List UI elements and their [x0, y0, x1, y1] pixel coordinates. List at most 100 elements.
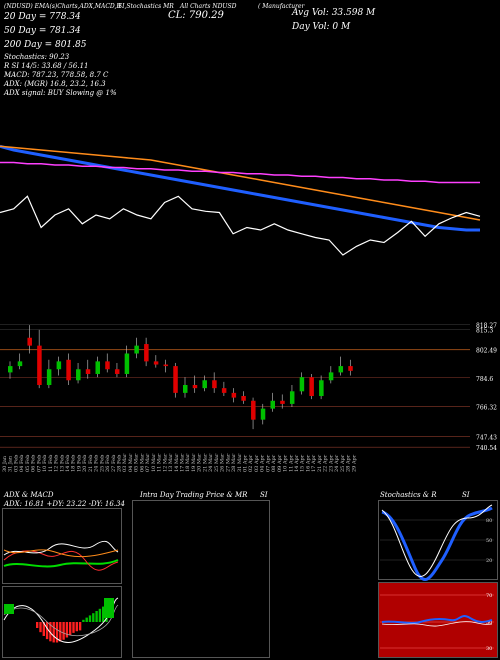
xtick-label: 04 Feb — [19, 455, 25, 472]
ema-chart — [0, 144, 481, 256]
xtick-label: 07 Mar — [145, 453, 151, 472]
xtick-label: 06 Feb — [31, 455, 37, 472]
xtick-label: 08 Apr — [271, 454, 277, 472]
day-volume: Day Vol: 0 M — [292, 22, 351, 32]
ytick-label: 802.49 — [476, 348, 497, 355]
xtick-label: 03 Apr — [254, 454, 260, 472]
xtick-label: 13 Mar — [168, 453, 174, 472]
ytick-label: 784.6 — [476, 376, 493, 383]
xtick-label: 18 Mar — [185, 453, 191, 472]
xtick-label: 24 Feb — [94, 455, 100, 472]
stochastics-value: Stochastics: 90.23 — [4, 53, 70, 61]
candle-body — [280, 400, 285, 404]
xtick-label: 25 Feb — [99, 455, 105, 472]
xtick-label: 12 Feb — [54, 455, 60, 472]
close-price: CL: 790.29 — [168, 10, 224, 21]
xtick-label: 09 Apr — [277, 454, 283, 472]
ema20-label: 20 Day = 778.34 — [4, 12, 81, 22]
xtick-label: 25 Apr — [340, 454, 346, 472]
candle-body — [299, 377, 305, 392]
xtick-label: 07 Feb — [36, 455, 42, 472]
candle-body — [319, 380, 324, 397]
stochastics-title: Stochastics & R — [380, 491, 437, 499]
candle-body — [153, 361, 159, 365]
candle-body — [56, 361, 62, 370]
xtick-label: 20 Feb — [82, 455, 88, 472]
xtick-label: 11 Apr — [288, 454, 294, 472]
ytick-label: 740.54 — [476, 445, 497, 452]
xtick-label: 11 Mar — [157, 453, 163, 472]
xtick-label: 16 Apr — [305, 454, 311, 472]
xtick-label: 14 Mar — [174, 453, 180, 472]
candle-body — [8, 366, 13, 373]
candle-body — [134, 345, 139, 354]
xtick-label: 30 Jan — [2, 455, 8, 472]
xtick-label: 19 Feb — [76, 455, 82, 472]
candle-body — [66, 359, 71, 381]
xtick-label: 14 Feb — [65, 455, 71, 472]
candle-body — [241, 396, 246, 401]
xtick-label: 21 Apr — [317, 454, 323, 472]
candle-body — [114, 369, 120, 374]
xtick-label: 21 Mar — [202, 453, 208, 472]
candle-body — [202, 380, 207, 389]
xtick-label: 26 Mar — [220, 453, 226, 472]
xtick-label: 24 Apr — [334, 454, 340, 472]
xtick-label: 05 Feb — [25, 455, 31, 472]
xtick-label: 15 Apr — [300, 454, 306, 472]
chart-topline: (NDUSD) EMA(s)Charts,ADX,MACD,R — [4, 3, 121, 10]
xtick-label: 17 Mar — [180, 453, 186, 472]
xtick-label: 28 Feb — [117, 455, 123, 472]
adx-panel — [2, 508, 122, 584]
candle-body — [260, 408, 266, 420]
candle-body — [338, 366, 344, 373]
ema-line-2 — [0, 161, 480, 184]
candle-body — [328, 372, 334, 381]
ytick-label: 747.43 — [476, 434, 497, 441]
macd-value: MACD: 787.23, 778.58, 8.7 C — [4, 71, 109, 79]
candle-body — [37, 345, 42, 385]
xtick-label: 28 Mar — [231, 453, 237, 472]
candle-body — [309, 377, 314, 397]
xtick-label: 18 Feb — [71, 455, 77, 472]
xtick-label: 31 Jan — [8, 455, 14, 472]
intraday-title: Intra Day Trading Price & MR — [140, 491, 248, 499]
candle-body — [183, 385, 188, 393]
ytick-label: 818.27 — [476, 323, 497, 330]
adx-value: ADX: (MGR) 16.8, 23.2, 16.3 — [4, 80, 106, 88]
xtick-label: 01 Apr — [242, 454, 248, 472]
xtick-label: 24 Mar — [208, 453, 214, 472]
candle-body — [251, 400, 256, 420]
stoch-label: SI,Stochastics MR — [118, 3, 174, 10]
xtick-label: 14 Apr — [294, 454, 300, 472]
ytick-label: 815.3 — [476, 327, 493, 334]
xtick-label: 23 Apr — [328, 454, 334, 472]
candle-body — [76, 369, 81, 381]
xtick-label: 06 Mar — [139, 453, 145, 472]
xtick-label: 10 Mar — [151, 453, 157, 472]
xtick-label: 05 Mar — [134, 453, 140, 472]
xtick-label: 27 Feb — [111, 455, 117, 472]
candle-body — [85, 369, 91, 374]
xtick-label: 22 Apr — [323, 454, 329, 472]
manufacturer-label: ( Manufacturer — [258, 3, 305, 10]
macd-panel — [2, 586, 122, 658]
xtick-label: 31 Mar — [237, 453, 243, 472]
candle-body — [192, 385, 198, 389]
xtick-label: 04 Apr — [260, 454, 266, 472]
candle-body — [221, 388, 227, 393]
rsi-value: R SI 14/5: 33.68 / 56.11 — [4, 62, 89, 70]
ema50-label: 50 Day = 781.34 — [4, 26, 81, 36]
xtick-label: 19 Mar — [191, 453, 197, 472]
xtick-label: 26 Feb — [105, 455, 111, 472]
ytick-label: 766.32 — [476, 405, 497, 412]
xtick-label: 04 Mar — [128, 453, 134, 472]
intraday-panel — [132, 500, 270, 658]
xtick-label: 17 Apr — [311, 454, 317, 472]
ema-line-0 — [0, 144, 480, 232]
candle-body — [348, 366, 353, 371]
ema200-label: 200 Day = 801.85 — [4, 40, 87, 50]
xtick-label: 03 Mar — [122, 453, 128, 472]
candle-body — [270, 400, 275, 409]
